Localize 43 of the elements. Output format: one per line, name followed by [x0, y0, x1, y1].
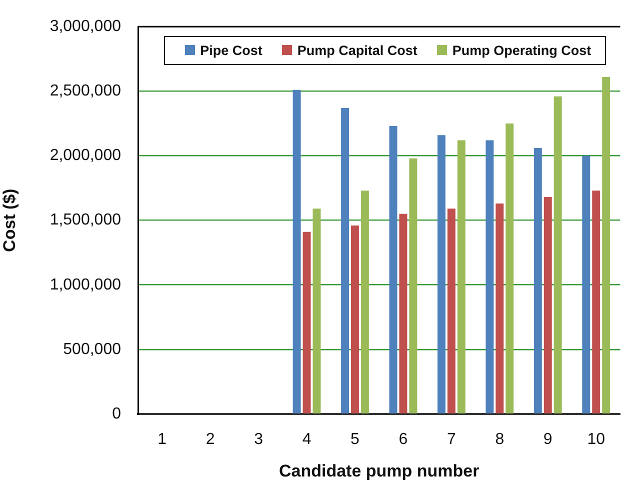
bar	[341, 108, 350, 414]
bar	[447, 208, 456, 414]
bar	[506, 123, 514, 414]
bar	[592, 190, 600, 414]
legend-label: Pipe Cost	[200, 42, 262, 58]
x-tick-label: 3	[254, 431, 264, 448]
y-tick-label: 2,000,000	[50, 147, 122, 164]
x-tick-label: 5	[350, 431, 360, 448]
x-tick-label: 2	[206, 431, 215, 448]
bar	[437, 135, 446, 414]
bar	[496, 204, 504, 414]
y-axis-title: Cost ($)	[0, 188, 19, 252]
bar	[312, 208, 321, 414]
y-tick-label: 2,500,000	[50, 82, 122, 100]
bar	[544, 197, 552, 414]
bar	[534, 148, 542, 414]
bar	[360, 190, 369, 414]
x-tick-label: 8	[495, 431, 504, 448]
bar	[486, 140, 494, 414]
bar	[389, 126, 398, 414]
bar	[582, 156, 590, 414]
y-tick-label: 1,000,000	[50, 276, 122, 294]
x-tick-label: 1	[158, 431, 167, 448]
bar	[602, 76, 610, 414]
legend-label: Pump Operating Cost	[452, 42, 592, 58]
bar	[302, 232, 311, 414]
y-tick-label: 0	[112, 405, 122, 422]
bar	[399, 214, 408, 414]
x-tick-label: 10	[587, 431, 606, 448]
y-tick-label: 3,000,000	[50, 18, 122, 36]
bar	[457, 140, 466, 414]
x-tick-label: 4	[302, 431, 312, 448]
x-tick-label: 9	[543, 431, 552, 448]
x-tick-label: 7	[446, 431, 456, 448]
legend-label: Pump Capital Cost	[297, 42, 418, 58]
bar	[409, 158, 418, 414]
x-axis-title: Candidate pump number	[278, 461, 480, 480]
bar	[292, 90, 301, 414]
x-tick-label: 6	[398, 431, 408, 448]
y-tick-label: 1,500,000	[50, 212, 122, 229]
y-tick-label: 500,000	[63, 340, 122, 358]
bar	[351, 225, 359, 414]
bar	[554, 96, 562, 414]
